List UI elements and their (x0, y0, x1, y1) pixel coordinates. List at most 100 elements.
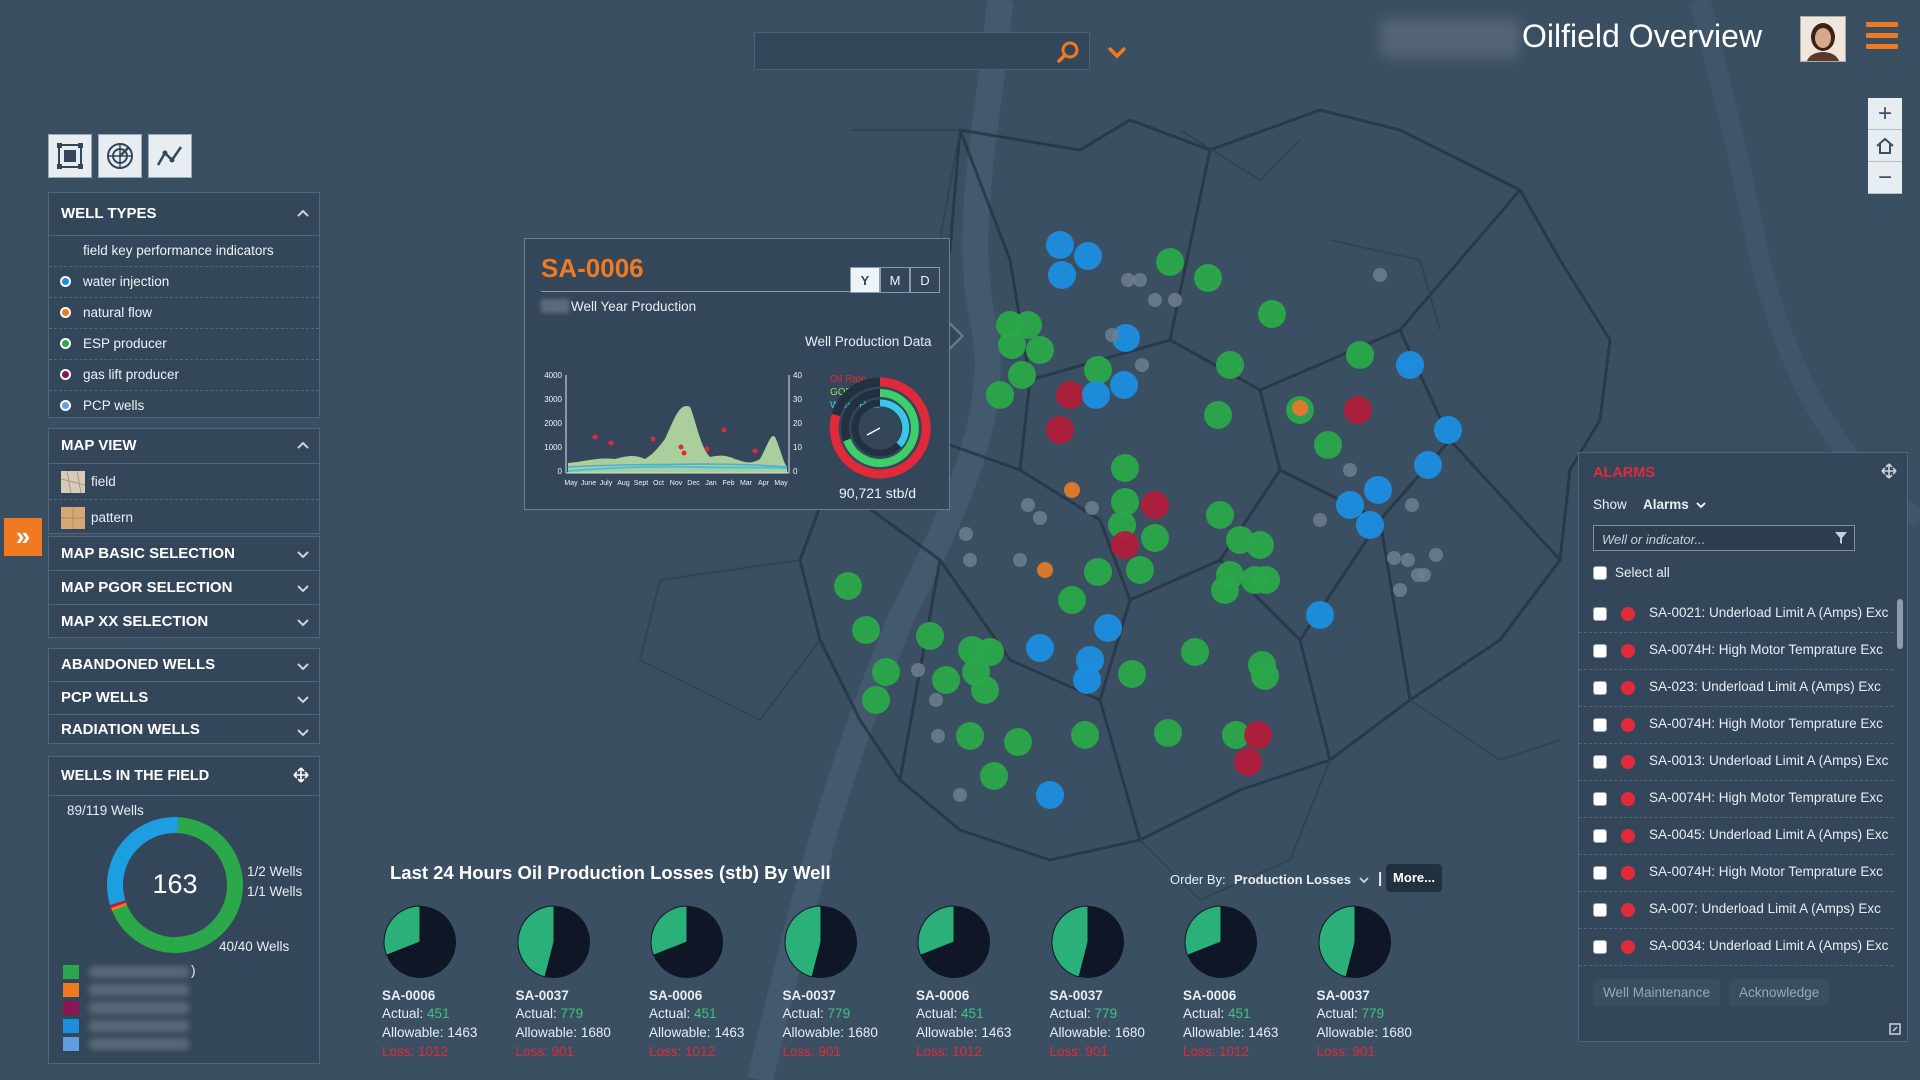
well-marker[interactable] (1082, 381, 1110, 409)
well-marker[interactable] (1073, 666, 1101, 694)
well-marker[interactable] (1037, 562, 1053, 578)
hamburger-menu-icon[interactable] (1866, 22, 1898, 54)
filter-icon[interactable] (1834, 531, 1848, 545)
select-area-button[interactable] (48, 134, 92, 178)
well-marker[interactable] (1064, 482, 1080, 498)
well-marker[interactable] (1356, 511, 1384, 539)
alarm-checkbox[interactable] (1593, 644, 1607, 658)
well-marker[interactable] (1313, 513, 1327, 527)
well-marker[interactable] (1085, 501, 1099, 515)
move-icon[interactable] (293, 767, 309, 783)
well-marker[interactable] (1154, 719, 1182, 747)
search-input[interactable] (755, 33, 1065, 69)
map-xx-selection[interactable]: MAP XX SELECTION (49, 605, 319, 638)
well-marker[interactable] (1112, 324, 1140, 352)
resize-icon[interactable] (1889, 1023, 1901, 1035)
well-marker[interactable] (1141, 491, 1169, 519)
well-marker[interactable] (986, 381, 1014, 409)
expand-panel-button[interactable]: » (4, 518, 42, 556)
well-marker[interactable] (963, 553, 977, 567)
well-type-item[interactable]: gas lift producer (49, 360, 319, 391)
avatar[interactable] (1800, 16, 1846, 62)
well-marker[interactable] (1434, 416, 1462, 444)
well-marker[interactable] (1252, 566, 1280, 594)
alarm-checkbox[interactable] (1593, 792, 1607, 806)
order-by-select[interactable]: Production Losses (1234, 872, 1369, 887)
well-marker[interactable] (1373, 268, 1387, 282)
move-icon[interactable] (1881, 463, 1897, 479)
well-marker[interactable] (1084, 558, 1112, 586)
alarm-item[interactable]: SA-0034: Underload Limit A (Amps) Exc (1579, 928, 1893, 966)
well-type-item[interactable]: water injection (49, 267, 319, 298)
well-marker[interactable] (1036, 781, 1064, 809)
well-marker[interactable] (1110, 371, 1138, 399)
well-marker[interactable] (1058, 586, 1086, 614)
more-button[interactable]: More... (1386, 864, 1442, 892)
well-marker[interactable] (1393, 583, 1407, 597)
well-marker[interactable] (1033, 511, 1047, 525)
well-marker[interactable] (1292, 400, 1308, 416)
well-type-item[interactable]: natural flow (49, 298, 319, 329)
well-types-header[interactable]: WELL TYPES (49, 193, 319, 236)
well-marker[interactable] (956, 722, 984, 750)
well-marker[interactable] (931, 729, 945, 743)
well-marker[interactable] (1216, 351, 1244, 379)
well-type-item[interactable]: field key performance indicators (49, 236, 319, 267)
alarm-checkbox[interactable] (1593, 681, 1607, 695)
well-marker[interactable] (911, 663, 925, 677)
well-marker[interactable] (980, 762, 1008, 790)
well-marker[interactable] (1156, 248, 1184, 276)
well-marker[interactable] (1396, 351, 1424, 379)
radiation-wells-group[interactable]: RADIATION WELLS (49, 715, 319, 745)
well-marker[interactable] (1314, 431, 1342, 459)
well-marker[interactable] (1181, 638, 1209, 666)
well-marker[interactable] (1008, 361, 1036, 389)
well-marker[interactable] (932, 666, 960, 694)
well-marker[interactable] (1414, 451, 1442, 479)
alarms-filter-input[interactable] (1594, 526, 1824, 552)
well-type-item[interactable]: ESP producer (49, 329, 319, 360)
well-marker[interactable] (1141, 524, 1169, 552)
zoom-out-button[interactable]: − (1868, 162, 1902, 194)
well-type-item[interactable]: PCP wells (49, 391, 319, 421)
map-basic-selection[interactable]: MAP BASIC SELECTION (49, 537, 319, 571)
alarm-checkbox[interactable] (1593, 940, 1607, 954)
well-marker[interactable] (1194, 264, 1222, 292)
alarm-item[interactable]: SA-007: Underload Limit A (Amps) Exc (1579, 891, 1893, 929)
well-marker[interactable] (1234, 748, 1262, 776)
well-marker[interactable] (1343, 463, 1357, 477)
well-marker[interactable] (1222, 721, 1250, 749)
well-marker[interactable] (1211, 576, 1239, 604)
well-marker[interactable] (1344, 396, 1372, 424)
well-marker[interactable] (1364, 476, 1392, 504)
well-marker[interactable] (1046, 416, 1074, 444)
well-marker[interactable] (1111, 454, 1139, 482)
alarm-item[interactable]: SA-0074H: High Motor Temprature Exc (1579, 854, 1893, 892)
well-marker[interactable] (1118, 660, 1146, 688)
alarm-item[interactable]: SA-0074H: High Motor Temprature Exc (1579, 632, 1893, 670)
well-marker[interactable] (1111, 488, 1139, 516)
well-marker[interactable] (1204, 401, 1232, 429)
well-marker[interactable] (1429, 548, 1443, 562)
alarms-scrollbar[interactable] (1897, 599, 1903, 649)
alarm-checkbox[interactable] (1593, 903, 1607, 917)
well-marker[interactable] (1111, 531, 1139, 559)
radar-button[interactable] (98, 134, 142, 178)
well-marker[interactable] (1105, 328, 1119, 342)
well-marker[interactable] (916, 622, 944, 650)
alarm-checkbox[interactable] (1593, 866, 1607, 880)
alarm-checkbox[interactable] (1593, 829, 1607, 843)
well-maintenance-button[interactable]: Well Maintenance (1593, 979, 1721, 1006)
well-marker[interactable] (1206, 501, 1234, 529)
well-marker[interactable] (953, 788, 967, 802)
map-pgor-selection[interactable]: MAP PGOR SELECTION (49, 571, 319, 605)
well-marker[interactable] (1084, 356, 1112, 384)
select-all-row[interactable]: Select all (1593, 565, 1670, 580)
alarms-show-select[interactable]: Alarms (1643, 497, 1706, 512)
map-view-pattern[interactable]: pattern (49, 500, 319, 535)
alarm-item[interactable]: SA-023: Underload Limit A (Amps) Exc (1579, 669, 1893, 707)
well-marker[interactable] (1306, 601, 1334, 629)
chevron-up-icon[interactable] (297, 440, 309, 450)
alarm-item[interactable]: SA-0013: Underload Limit A (Amps) Exc (1579, 743, 1893, 781)
tab-year[interactable]: Y (850, 267, 880, 293)
